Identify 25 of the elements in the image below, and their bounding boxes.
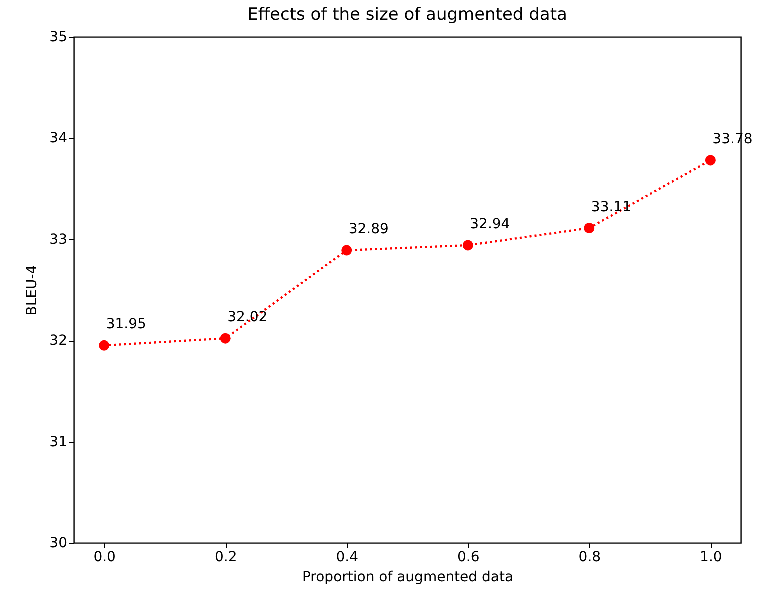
x-axis-title: Proportion of augmented data: [302, 570, 514, 586]
y-tick-label: 32: [50, 333, 68, 350]
x-tick-label: 0.0: [94, 550, 116, 566]
y-tick-label: 34: [50, 130, 68, 147]
point: [220, 333, 231, 344]
point: [584, 223, 595, 234]
point: [462, 240, 474, 251]
data-label: 32.02: [228, 310, 268, 326]
chart-title: Effects of the size of augmented data: [248, 5, 568, 25]
y-tick-label: 30: [50, 536, 68, 552]
x-tick-label: 0.4: [336, 550, 359, 566]
y-tick-label: 33: [50, 232, 68, 248]
x-tick-label: 0.6: [458, 550, 480, 566]
point: [342, 245, 352, 256]
y-tick-label: 35: [50, 30, 68, 46]
point: [99, 340, 110, 351]
data-label: 32.94: [470, 216, 510, 232]
x-tick-label: 0.8: [578, 550, 602, 566]
y-axis-title: BLEU-4: [24, 265, 41, 316]
x-tick-label: 1.0: [700, 550, 722, 566]
point: [705, 155, 716, 166]
y-tick-label: 31: [50, 434, 68, 450]
data-label: 32.89: [348, 222, 389, 238]
data-label: 31.95: [106, 316, 146, 333]
x-tick-label: 0.2: [214, 550, 238, 566]
